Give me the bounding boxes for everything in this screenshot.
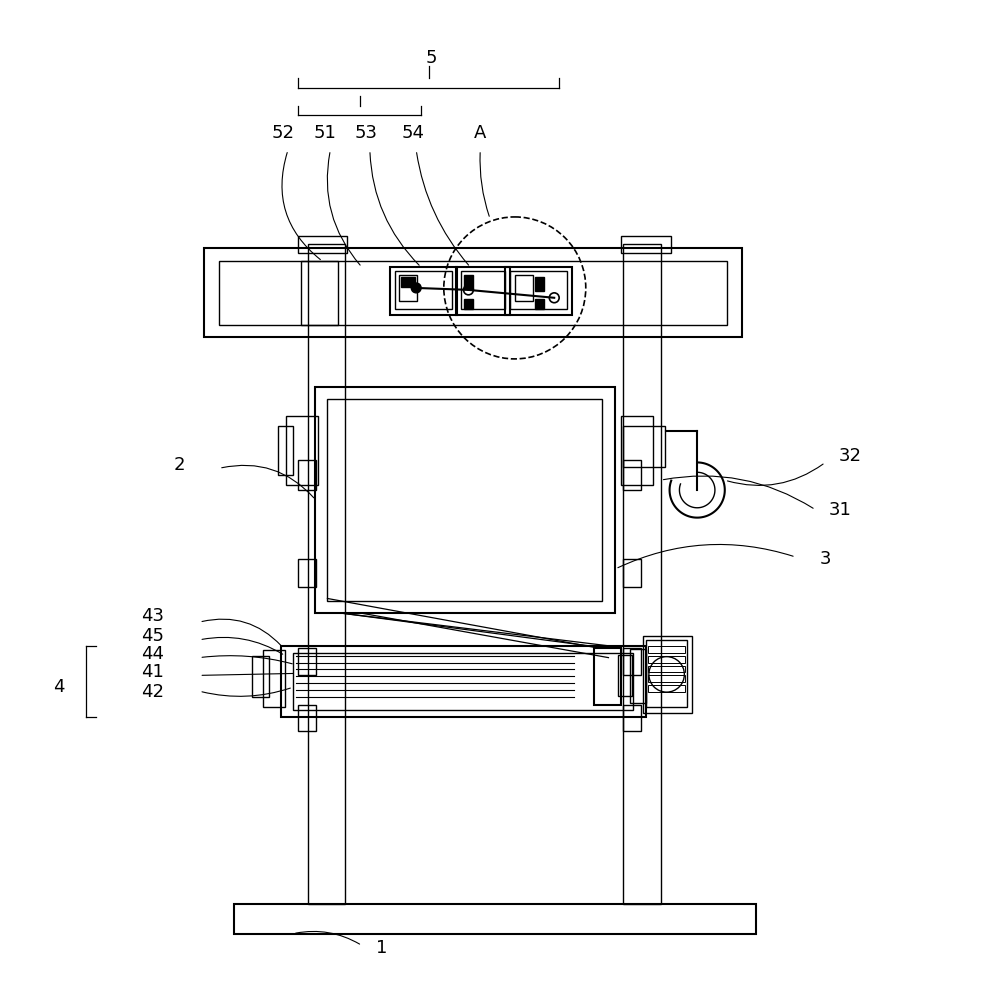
Bar [399, 276, 417, 301]
Text: 51: 51 [313, 124, 336, 142]
Bar [621, 416, 653, 485]
Text: 44: 44 [141, 645, 164, 662]
Circle shape [411, 283, 421, 293]
Text: 53: 53 [354, 124, 377, 142]
Bar [623, 559, 641, 586]
Bar [456, 268, 510, 315]
Bar [623, 705, 641, 730]
Bar [293, 652, 633, 709]
Bar [298, 705, 316, 730]
Bar [648, 646, 685, 652]
Bar [286, 416, 318, 485]
Bar [315, 387, 615, 613]
Bar [464, 299, 473, 309]
Bar [298, 559, 316, 586]
Bar [401, 277, 415, 287]
Text: 42: 42 [141, 683, 164, 702]
Bar [535, 277, 544, 291]
Bar [510, 272, 567, 309]
Bar [327, 400, 602, 601]
Text: 31: 31 [829, 501, 852, 519]
Bar [630, 648, 646, 703]
Bar [648, 655, 685, 662]
Bar [298, 647, 316, 675]
Bar [298, 236, 347, 254]
Bar [281, 646, 646, 716]
Text: 4: 4 [53, 678, 64, 697]
Bar [648, 665, 685, 672]
Bar [621, 236, 671, 254]
Text: 54: 54 [402, 124, 425, 142]
Bar [623, 461, 641, 490]
Bar [618, 654, 632, 696]
Bar [461, 272, 505, 309]
Text: 41: 41 [142, 663, 164, 681]
Bar [648, 675, 685, 682]
Text: 43: 43 [141, 607, 164, 625]
Text: 45: 45 [141, 627, 164, 645]
Text: 52: 52 [272, 124, 295, 142]
Bar [594, 647, 621, 705]
Text: 5: 5 [425, 49, 437, 67]
Bar [623, 244, 661, 904]
Text: 1: 1 [376, 940, 387, 957]
Bar [535, 299, 544, 309]
Bar [464, 276, 473, 289]
Bar [308, 244, 345, 904]
Bar [390, 268, 457, 315]
Bar [234, 904, 756, 934]
Bar [395, 272, 452, 309]
Bar [263, 649, 285, 707]
Bar [505, 268, 572, 315]
Bar [278, 426, 293, 475]
Bar [301, 262, 338, 326]
Text: 3: 3 [820, 550, 831, 568]
Bar [252, 655, 269, 697]
Bar [623, 647, 641, 675]
Bar [204, 249, 742, 338]
Bar [515, 276, 533, 301]
Bar [643, 636, 692, 712]
Bar [298, 461, 316, 490]
Bar [219, 262, 727, 326]
Bar [646, 640, 687, 707]
Text: 2: 2 [174, 457, 185, 474]
Bar [648, 685, 685, 692]
Text: 32: 32 [838, 447, 861, 464]
Bar [623, 426, 665, 467]
Text: A: A [474, 124, 486, 142]
